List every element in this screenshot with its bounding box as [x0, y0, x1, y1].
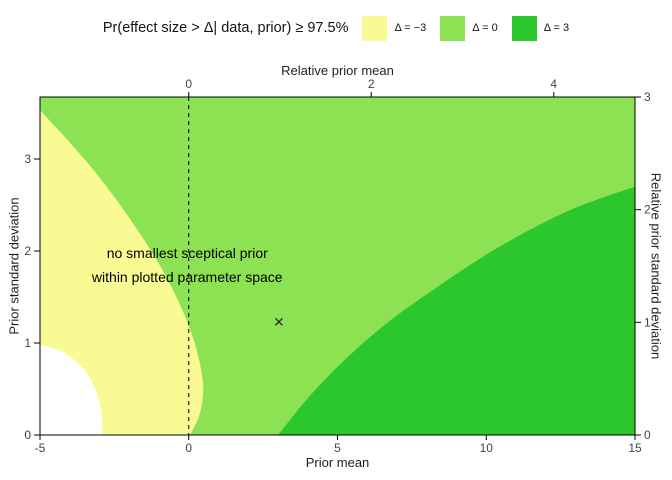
chart-title: Pr(effect size > Δ| data, prior) ≥ 97.5%	[102, 20, 349, 36]
legend-swatch-delta-minus-3	[362, 15, 388, 41]
legend-item-delta-0: Δ = 0	[440, 15, 498, 41]
legend: Δ = −3 Δ = 0 Δ = 3	[362, 15, 570, 41]
bottom-tick-label-5: 5	[334, 441, 341, 455]
region-delta-minus-3	[40, 110, 204, 435]
legend-label-delta-minus-3: Δ = −3	[394, 22, 427, 34]
region-delta-3	[278, 186, 635, 435]
legend-item-delta-3: Δ = 3	[511, 15, 570, 41]
left-tick-label-0: 0	[24, 428, 31, 442]
right-tick-label-3: 3	[644, 90, 651, 104]
legend-item-delta-minus-3: Δ = −3	[362, 15, 427, 41]
left-tick-label-1: 1	[24, 336, 31, 350]
legend-label-delta-3: Δ = 3	[543, 22, 570, 34]
right-tick-label-1: 1	[644, 315, 651, 329]
annotation-line-1: no smallest sceptical prior	[107, 245, 268, 261]
region-no-region	[40, 344, 103, 435]
top-tick-label-2: 2	[368, 77, 375, 91]
left-tick-label-2: 2	[24, 244, 31, 258]
annotation-line-2: within plotted parameter space	[91, 269, 283, 285]
smallest-prior-marker	[274, 317, 283, 326]
left-tick-label-3: 3	[24, 152, 31, 166]
top-tick-label-0: 0	[185, 77, 192, 91]
right-tick-label-2: 2	[644, 203, 651, 217]
bottom-tick-label-0: 0	[185, 441, 192, 455]
top-axis-label: Relative prior mean	[281, 63, 394, 78]
legend-label-delta-0: Δ = 0	[472, 22, 498, 34]
legend-swatch-delta-0	[440, 15, 466, 41]
bottom-tick-label-10: 10	[480, 441, 494, 455]
top-tick-label-4: 4	[550, 77, 557, 91]
legend-swatch-delta-3	[511, 15, 537, 41]
bottom-axis-label: Prior mean	[305, 455, 370, 470]
bottom-tick-label--5: -5	[35, 441, 46, 455]
bottom-tick-label-15: 15	[628, 441, 642, 455]
right-tick-label-0: 0	[644, 428, 651, 442]
chart-header: Pr(effect size > Δ| data, prior) ≥ 97.5%…	[0, 14, 672, 42]
